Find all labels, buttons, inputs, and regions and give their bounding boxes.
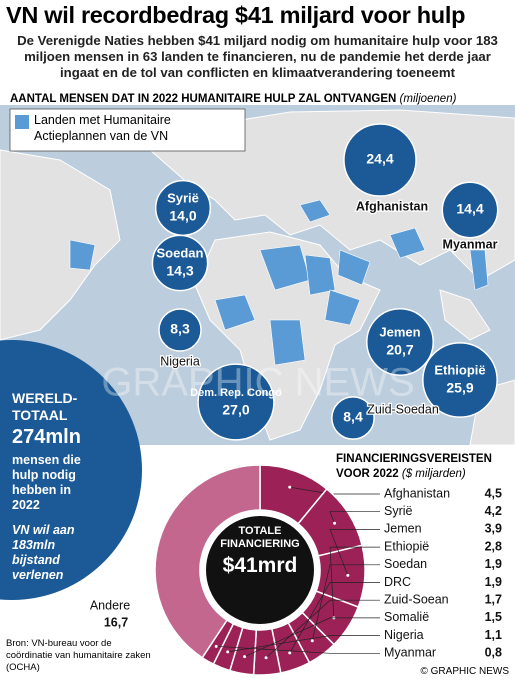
list-name: Somalië (384, 610, 429, 624)
bubble (366, 308, 434, 376)
world-total-note: VN wil aan 183mln bijstand verlenen (12, 523, 75, 582)
list-value: 1,9 (485, 575, 502, 589)
list-value: 2,8 (485, 539, 502, 553)
list-name: DRC (384, 575, 411, 589)
list-value: 4,5 (485, 486, 502, 500)
bubble-name: Nigeria (160, 354, 200, 368)
leader-dot (264, 656, 268, 660)
donut-center (204, 514, 316, 626)
bubble (158, 308, 202, 352)
map-title: AANTAL MENSEN DAT IN 2022 HUMANITAIRE HU… (10, 93, 397, 105)
leader-line (329, 529, 380, 576)
bubble-name: Jemen (379, 324, 420, 339)
bubble-value: 14,4 (456, 201, 483, 217)
donut-unit: ($ miljarden) (401, 468, 466, 480)
section-title: AANTAL MENSEN DAT IN 2022 HUMANITAIRE HU… (10, 93, 456, 105)
list-value: 3,9 (485, 522, 502, 536)
leader-line (329, 546, 380, 618)
center-value: $41mrd (222, 554, 298, 577)
leader-line (311, 564, 380, 641)
title: VN wil recordbedrag $41 miljard voor hul… (6, 2, 466, 28)
list-name: Afghanistan (384, 486, 450, 500)
legend-box (9, 108, 246, 152)
credit: © GRAPHIC NEWS (420, 666, 510, 677)
donut-heading: FINANCIERINGSVEREISTEN VOOR 2022 ($ milj… (336, 452, 508, 482)
source: Bron: VN-bureau voor de coördinatie van … (6, 638, 151, 673)
list-name: Syrië (384, 504, 413, 518)
map-unit: (miljoenen) (399, 93, 457, 105)
donut-segment (154, 464, 261, 659)
bubble-value: 20,7 (386, 342, 413, 358)
bubble (422, 342, 498, 418)
leader-line (227, 635, 380, 653)
leader-dot (346, 573, 350, 577)
world-total-text: mensen die hulp nodig hebben in 2022 (12, 453, 81, 512)
list-value: 0,8 (485, 646, 502, 660)
leader-line (216, 645, 380, 654)
leader-dot (288, 485, 292, 489)
watermark: GRAPHIC NEWS (101, 361, 414, 405)
bubble (343, 123, 417, 197)
bubble (197, 363, 275, 441)
list-name: Myanmar (384, 646, 436, 660)
list-name: Soedan (384, 557, 427, 571)
leader-line (265, 599, 380, 659)
leader-dot (333, 521, 337, 525)
bubble (331, 396, 375, 440)
bubble-value: 27,0 (222, 402, 249, 418)
list-value: 1,9 (485, 557, 502, 571)
list-value: 1,1 (485, 628, 502, 642)
leader-dot (310, 639, 314, 643)
legend-label: Landen met Humanitaire Actieplannen van … (34, 113, 171, 143)
list-name: Jemen (384, 522, 422, 536)
highlighted-countries (69, 199, 489, 366)
bubble-name: Zuid-Soedan (367, 402, 439, 416)
legend-swatch (15, 115, 29, 129)
leader-dot (214, 644, 218, 648)
world-total-heading: WERELD-TOTAAL (12, 390, 78, 423)
leader-line (329, 511, 380, 524)
bubble-name: Afghanistan (356, 199, 428, 213)
world-total-value: 274mln (12, 426, 81, 448)
bubble-value: 25,9 (446, 380, 473, 396)
list-name: Ethiopië (384, 539, 429, 553)
world-total: WERELD-TOTAAL 274mln mensen die hulp nod… (12, 390, 132, 583)
bubble-value: 14,0 (169, 208, 196, 224)
bubble-value: 8,3 (170, 321, 190, 337)
subtitle: De Verenigde Naties hebben $41 miljard n… (17, 33, 498, 80)
donut-title: FINANCIERINGSVEREISTEN VOOR 2022 (336, 453, 492, 480)
other-value: 16,7 (104, 615, 128, 629)
bubble-value: 14,3 (166, 263, 193, 279)
world-total-circle (0, 340, 142, 600)
leader-line (244, 617, 380, 657)
bubble-name: Myanmar (443, 237, 498, 251)
bubble-name: Ethiopië (434, 362, 485, 377)
center-label: TOTALE FINANCIERING (220, 525, 300, 550)
list-name: Nigeria (384, 628, 424, 642)
bubble-name: Syrië (167, 190, 199, 205)
bubble-name: Soedan (157, 245, 204, 260)
bubble-value: 8,4 (343, 409, 363, 425)
bubble (441, 181, 499, 239)
bubble (151, 234, 209, 292)
leader-dot (226, 650, 230, 654)
leader-line (289, 582, 380, 653)
list-name: Zuid-Soean (384, 592, 449, 606)
other-name: Andere (90, 598, 130, 612)
bubble-name: Dem. Rep. Congo (190, 387, 282, 399)
leader-dot (243, 655, 247, 659)
list-value: 1,5 (485, 610, 502, 624)
marks: 24,4 Afghanistan 14,4 Myanmar Syrië 14,0 Soeda… (0, 123, 502, 676)
bubble-value: 24,4 (366, 151, 393, 167)
leader-dot (288, 651, 292, 655)
list-value: 4,2 (485, 504, 502, 518)
donut-center: TOTALE FINANCIERING $41mrd (210, 525, 310, 578)
list-value: 1,7 (485, 592, 502, 606)
